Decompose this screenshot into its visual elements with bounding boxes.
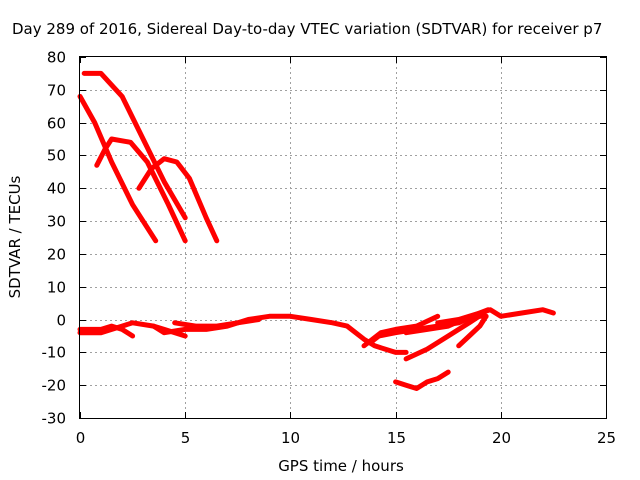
series-line-s3 — [94, 136, 188, 244]
series-line-s11 — [393, 369, 451, 391]
series-line-s1 — [81, 70, 188, 221]
y-tick-label: 30 — [47, 213, 66, 231]
series-line-s5 — [77, 323, 136, 339]
series-line-s4 — [136, 156, 220, 244]
y-tick-label: 0 — [56, 312, 66, 330]
x-tick-label: 20 — [492, 429, 511, 447]
x-tick-label: 10 — [281, 429, 300, 447]
series-line-s8 — [172, 317, 262, 329]
series-line-s6 — [77, 320, 188, 339]
x-axis-label: GPS time / hours — [278, 457, 404, 475]
y-tick-label: 50 — [47, 147, 66, 165]
y-tick-label: 10 — [47, 279, 66, 297]
y-tick-label: 60 — [47, 115, 66, 133]
y-tick-label: -30 — [42, 410, 67, 428]
y-tick-label: 80 — [47, 49, 66, 67]
x-tick-label: 15 — [387, 429, 406, 447]
series-line-s14 — [435, 307, 491, 326]
x-tick-label: 25 — [597, 429, 616, 447]
x-tick-label: 5 — [181, 429, 191, 447]
y-tick-label: 40 — [47, 180, 66, 198]
series-group — [77, 70, 556, 391]
y-tick-label: 70 — [47, 82, 66, 100]
y-axis-label: SDTVAR / TECUs — [6, 175, 24, 298]
series-line-s2 — [77, 93, 159, 244]
axis-ticks: 0 5 10 15 20 25 -30 -20 -10 0 10 20 30 40 50 60 70 80 — [42, 49, 617, 448]
grid — [80, 57, 606, 418]
chart-title: Day 289 of 2016, Sidereal Day-to-day VTE… — [12, 20, 602, 38]
series-line-s12 — [403, 310, 487, 362]
series-line-s15 — [456, 313, 489, 349]
series-line-s7 — [151, 313, 409, 355]
y-tick-label: -10 — [42, 344, 67, 362]
y-tick-label: -20 — [42, 377, 67, 395]
plot-frame — [79, 56, 607, 419]
series-line-s10 — [361, 313, 441, 349]
x-tick-label: 0 — [76, 429, 86, 447]
y-tick-label: 20 — [47, 246, 66, 264]
